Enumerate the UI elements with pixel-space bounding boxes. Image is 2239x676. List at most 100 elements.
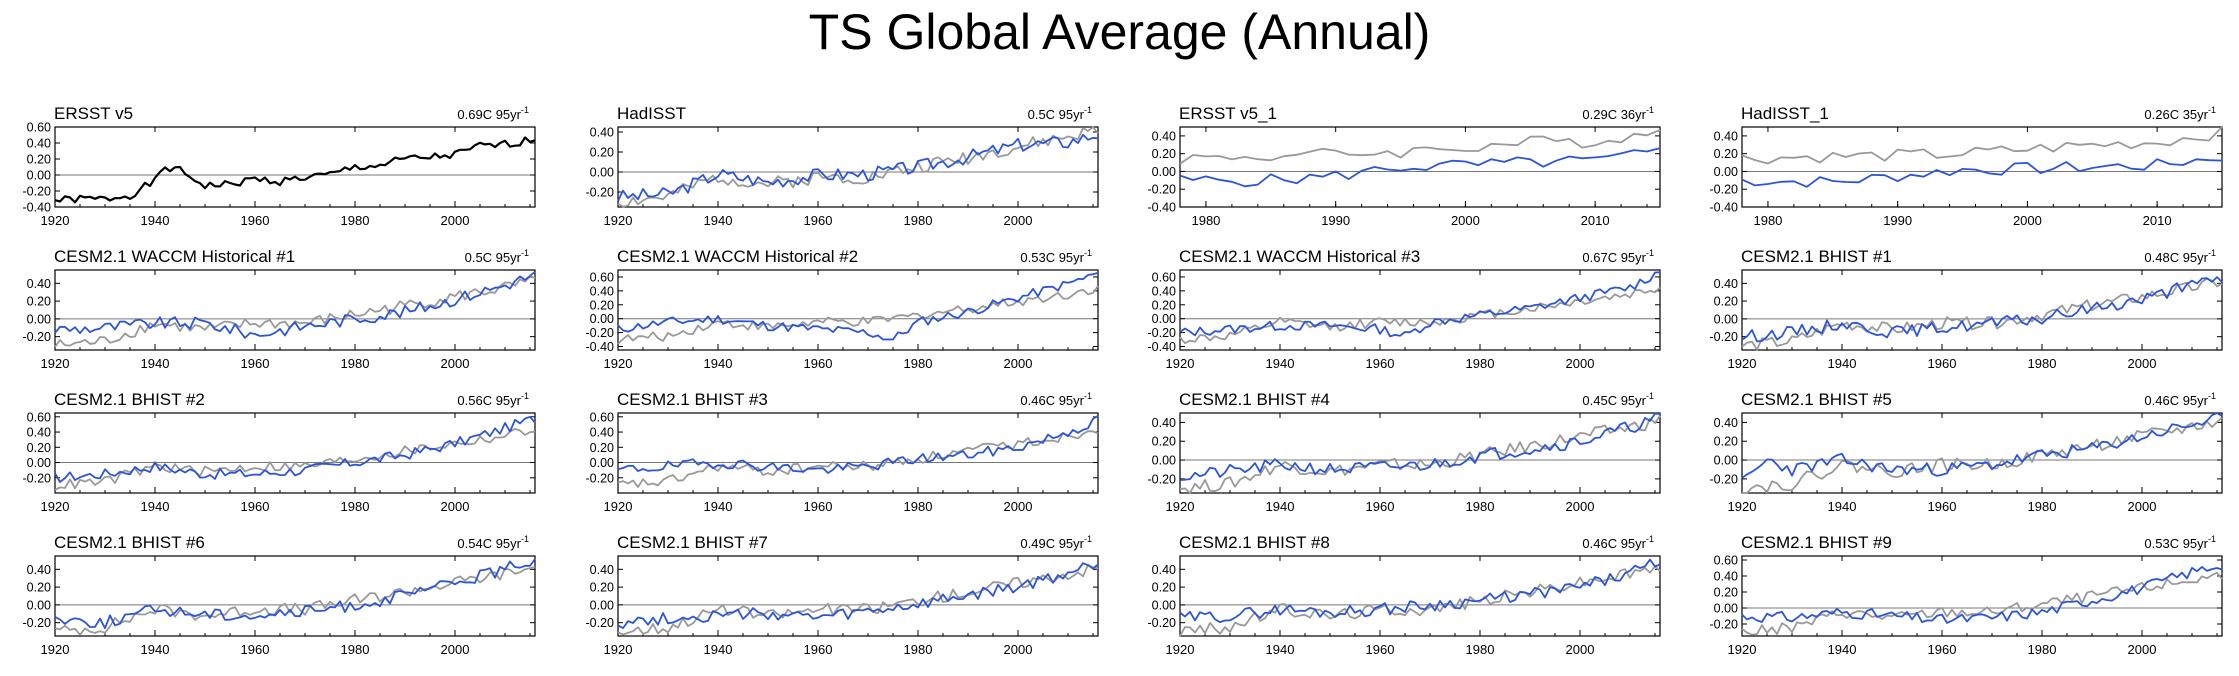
plot-frame <box>617 412 1099 494</box>
trend-value: 0.53C 95yr <box>2144 536 2208 551</box>
series-observed <box>54 275 536 348</box>
trend-value: 0.56C 95yr <box>457 393 521 408</box>
x-tick-label: 1940 <box>1828 499 1857 514</box>
trend-label: 0.45C 95yr-1 <box>1582 391 1654 408</box>
series-model <box>1741 412 2223 479</box>
y-tick-label: 0.20 <box>590 298 614 312</box>
panel-title: HadISST_1 <box>1741 104 1829 123</box>
x-tick-label: 1940 <box>1266 356 1295 371</box>
x-tick-label: 2000 <box>2128 356 2157 371</box>
series-observed <box>617 126 1099 208</box>
y-tick-label: 0.00 <box>27 169 51 183</box>
x-tick-label: 1960 <box>1366 499 1395 514</box>
panel-15: CESM2.1 BHIST #8 0.46C 95yr-1 0.40 0.20 0.00… <box>1148 533 1661 657</box>
x-tick-label: 1960 <box>1928 642 1957 657</box>
trend-label: 0.67C 95yr-1 <box>1582 248 1654 265</box>
trend-exponent: -1 <box>1084 534 1092 544</box>
x-tick-label: 1920 <box>1728 499 1757 514</box>
trend-exponent: -1 <box>1084 105 1092 115</box>
y-tick-label: 0.20 <box>1714 435 1738 449</box>
plot-frame <box>617 126 1099 208</box>
y-tick-label: 0.00 <box>1152 312 1176 326</box>
x-tick-label: 1920 <box>1166 356 1195 371</box>
y-tick-label: -0.20 <box>23 185 52 199</box>
x-tick-label: 1980 <box>1191 213 1220 228</box>
x-tick-label: 1940 <box>141 213 170 228</box>
trend-exponent: -1 <box>1646 534 1654 544</box>
trend-value: 0.49C 95yr <box>1020 536 1084 551</box>
series-observed <box>617 430 1099 488</box>
y-tick-label: 0.00 <box>1152 598 1176 612</box>
series-model <box>1179 412 1661 481</box>
y-tick-label: -0.20 <box>586 326 615 340</box>
plot-frame <box>1179 269 1661 351</box>
panel-title: CESM2.1 BHIST #8 <box>1179 533 1330 552</box>
x-tick-label: 1940 <box>1828 642 1857 657</box>
x-tick-label: 2000 <box>2013 213 2042 228</box>
x-tick-label: 1920 <box>604 356 633 371</box>
panel-9: CESM2.1 BHIST #2 0.56C 95yr-1 0.60 0.400.20… <box>23 390 536 514</box>
trend-value: 0.53C 95yr <box>1020 250 1084 265</box>
x-tick-label: 1980 <box>341 642 370 657</box>
y-tick-label: 0.20 <box>590 441 614 455</box>
y-tick-label: 0.00 <box>590 166 614 180</box>
panel-10: CESM2.1 BHIST #3 0.46C 95yr-1 0.60 0.400.20… <box>586 390 1099 514</box>
x-tick-label: 1980 <box>1753 213 1782 228</box>
series-model <box>617 133 1099 202</box>
x-tick-label: 1980 <box>341 356 370 371</box>
y-tick-label: 0.00 <box>1714 165 1738 179</box>
y-tick-label: -0.20 <box>1710 618 1739 632</box>
trend-label: 0.56C 95yr-1 <box>457 391 529 408</box>
y-tick-label: 0.40 <box>590 126 614 140</box>
y-tick-label: 0.20 <box>590 146 614 160</box>
trend-exponent: -1 <box>2208 248 2216 258</box>
x-tick-label: 2000 <box>2128 499 2157 514</box>
trend-exponent: -1 <box>521 391 529 401</box>
plot-frame <box>1179 126 1661 208</box>
y-tick-label: 0.00 <box>27 456 51 470</box>
y-tick-label: -0.20 <box>586 186 615 200</box>
x-tick-label: 1980 <box>2028 499 2057 514</box>
trend-exponent: -1 <box>2208 391 2216 401</box>
y-tick-label: 0.00 <box>27 598 51 612</box>
x-tick-label: 1980 <box>1466 642 1495 657</box>
trend-value: 0.48C 95yr <box>2144 250 2208 265</box>
panel-12: CESM2.1 BHIST #5 0.46C 95yr-1 0.40 0.20 0.00… <box>1710 390 2223 514</box>
y-tick-label: -0.20 <box>23 616 52 630</box>
x-tick-label: 1960 <box>241 642 270 657</box>
y-tick-label: 0.20 <box>1152 435 1176 449</box>
x-tick-label: 2000 <box>441 499 470 514</box>
x-tick-label: 1960 <box>1366 356 1395 371</box>
panel-title: HadISST <box>617 104 686 123</box>
x-tick-label: 1990 <box>1321 213 1350 228</box>
panel-3: ERSST v5_1 0.29C 36yr-1 0.40 0.20 0.00 -0.20 -… <box>1148 104 1661 228</box>
trend-label: 0.46C 95yr-1 <box>1020 391 1092 408</box>
x-tick-label: 1960 <box>804 213 833 228</box>
x-tick-label: 1960 <box>1928 499 1957 514</box>
y-tick-label: 0.40 <box>1714 570 1738 584</box>
y-tick-label: -0.40 <box>23 201 52 215</box>
series-model <box>1741 158 2223 188</box>
y-tick-label: 0.00 <box>590 598 614 612</box>
y-tick-label: 0.60 <box>1714 554 1738 568</box>
series-observed <box>54 566 536 636</box>
trend-exponent: -1 <box>1084 391 1092 401</box>
x-tick-label: 1960 <box>241 213 270 228</box>
x-tick-label: 1980 <box>341 213 370 228</box>
y-tick-label: 0.20 <box>1714 295 1738 309</box>
y-tick-label: 0.20 <box>27 581 51 595</box>
plot-frame <box>54 555 536 637</box>
panel-8: CESM2.1 BHIST #1 0.48C 95yr-1 0.40 0.20 0.00… <box>1710 247 2223 371</box>
panel-6: CESM2.1 WACCM Historical #2 0.53C 95yr-10… <box>586 247 1099 371</box>
trend-exponent: -1 <box>1646 248 1654 258</box>
series-observed <box>1741 126 2223 165</box>
panel-title: CESM2.1 BHIST #7 <box>617 533 768 552</box>
trend-label: 0.53C 95yr-1 <box>1020 248 1092 265</box>
trend-value: 0.46C 95yr <box>2144 393 2208 408</box>
trend-exponent: -1 <box>521 248 529 258</box>
y-tick-label: 0.00 <box>590 456 614 470</box>
panel-title: CESM2.1 BHIST #9 <box>1741 533 1892 552</box>
x-tick-label: 1940 <box>141 499 170 514</box>
y-tick-label: 0.40 <box>590 426 614 440</box>
trend-label: 0.46C 95yr-1 <box>2144 391 2216 408</box>
